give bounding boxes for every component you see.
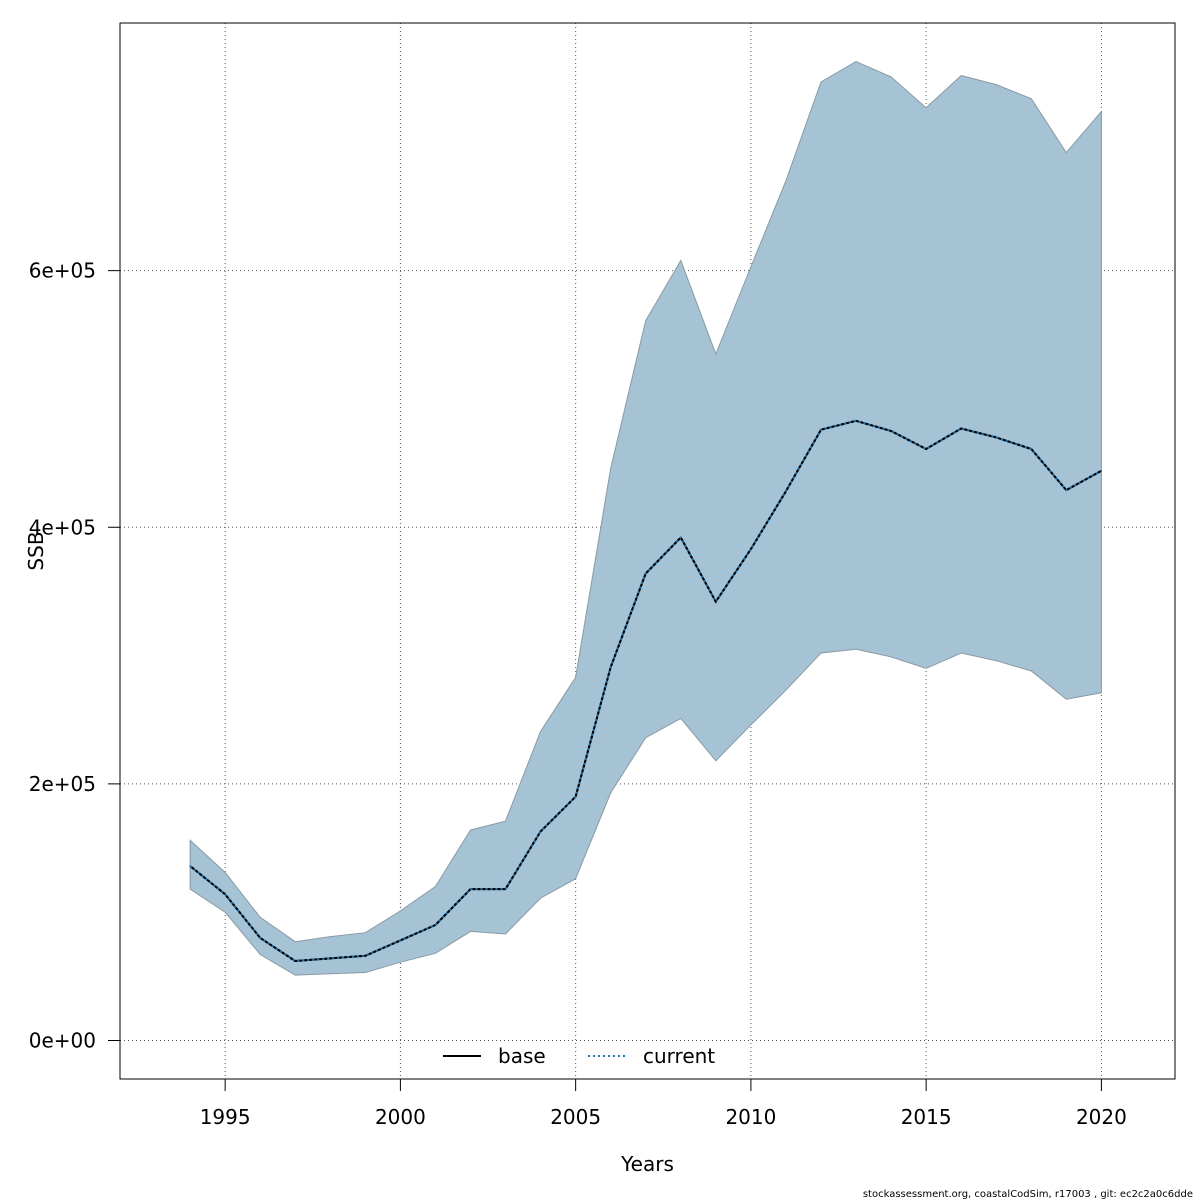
legend-label-current: current (643, 1044, 715, 1068)
y-tick-label: 0e+00 (29, 1029, 96, 1053)
series-point-current (575, 796, 577, 798)
x-axis-label: Years (620, 1152, 674, 1176)
confidence-band-layer (189, 60, 1102, 976)
x-tick-label: 2005 (550, 1105, 601, 1129)
y-tick-label: 4e+05 (29, 515, 96, 539)
series-point-current (504, 888, 507, 890)
axis-layer: 1995 2000 2005 2010 2015 2020 0e+00 2e+05 4e+05 6… (29, 259, 1127, 1129)
x-tick-label: 2015 (901, 1105, 952, 1129)
x-tick-label: 2010 (725, 1105, 776, 1129)
legend-label-base: base (498, 1044, 546, 1068)
series-point-current (189, 865, 191, 867)
series-layer (189, 419, 1102, 963)
y-tick-label: 6e+05 (29, 259, 96, 283)
series-point-current (1030, 448, 1032, 450)
x-tick-label: 2020 (1076, 1105, 1127, 1129)
series-point-current (785, 490, 787, 492)
series-point-current (645, 572, 647, 575)
series-point-current (995, 436, 997, 439)
series-point-current (399, 939, 401, 942)
series-point-current (1065, 489, 1067, 491)
series-point-current (680, 536, 682, 539)
y-tick-label: 2e+05 (29, 772, 96, 796)
confidence-band (189, 60, 1102, 976)
series-point-current (469, 888, 472, 890)
x-tick-label: 2000 (375, 1105, 426, 1129)
series-point-current (259, 937, 261, 939)
y-axis-label: SSB (24, 531, 48, 570)
series-point-current (1100, 470, 1102, 472)
legend: base current (443, 1044, 715, 1068)
x-tick-label: 1995 (200, 1105, 251, 1129)
plot-frame (119, 22, 1176, 1080)
series-point-current (820, 429, 822, 431)
series-point-current (610, 666, 612, 668)
footnote: stockassessment.org, coastalCodSim, r170… (863, 1189, 1193, 1200)
series-point-current (224, 893, 226, 895)
